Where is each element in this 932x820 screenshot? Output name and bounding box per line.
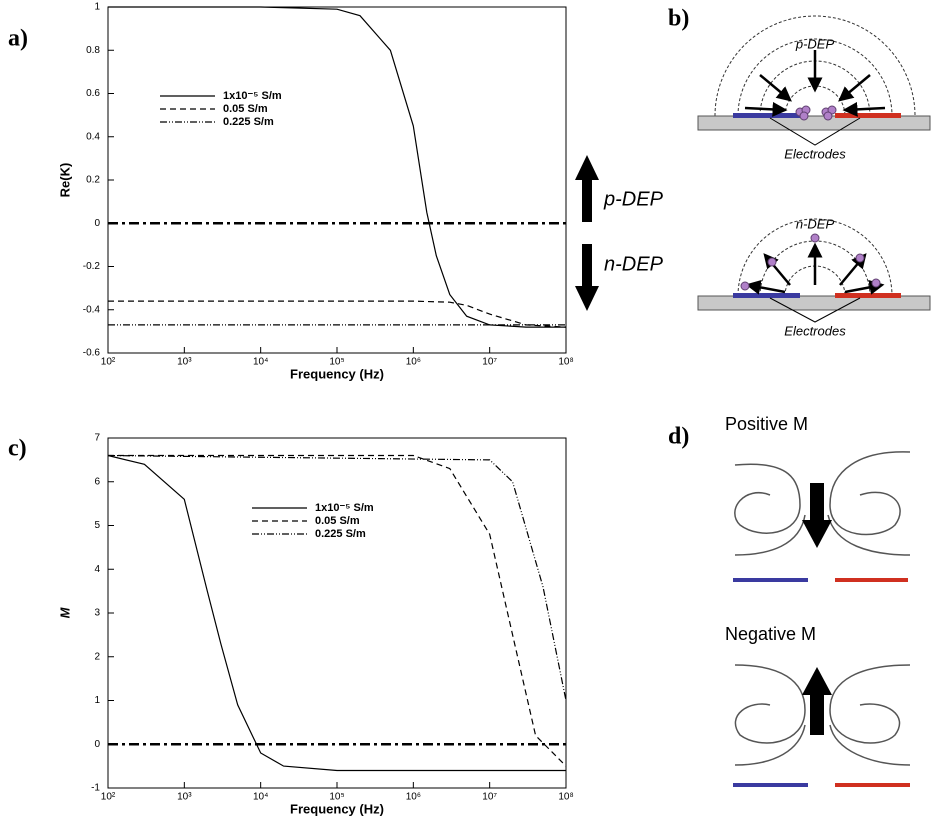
streamlines	[734, 451, 911, 556]
caption: Electrodes	[784, 146, 846, 161]
x-tick-label: 10⁷	[482, 357, 497, 368]
y-tick-label: 1	[94, 695, 100, 706]
diagram-title: p-DEP	[795, 36, 835, 51]
plot-frame	[107, 6, 567, 354]
legend-label: 0.225 S/m	[223, 116, 274, 128]
electrode	[733, 113, 800, 118]
annotation: p-DEP	[603, 188, 664, 210]
x-tick-label: 10²	[101, 357, 116, 368]
y-tick-label: 0.8	[86, 45, 100, 56]
legend-label: 0.225 S/m	[315, 528, 366, 540]
electrode	[733, 293, 800, 298]
dep-arrows	[575, 155, 599, 311]
x-tick-label: 10³	[177, 792, 192, 803]
electrode	[835, 578, 908, 582]
legend-label: 0.05 S/m	[223, 103, 268, 115]
y-tick-label: 4	[94, 564, 100, 575]
plot-frame	[107, 437, 567, 789]
electrode	[835, 293, 901, 298]
x-tick-label: 10³	[177, 357, 192, 368]
diagram-title: Positive M	[725, 414, 808, 434]
panel-label: a)	[8, 26, 28, 52]
y-tick-label: 0.2	[86, 175, 100, 186]
streamlines	[734, 664, 911, 766]
series-line	[108, 300, 567, 328]
x-tick-label: 10⁶	[406, 792, 421, 803]
y-tick-label: 2	[94, 651, 100, 662]
particles	[795, 105, 837, 121]
x-tick-label: 10⁵	[329, 357, 344, 368]
flow-arrow	[802, 520, 832, 548]
series-line	[108, 6, 566, 328]
series-line	[107, 454, 566, 772]
diagram-title: Negative M	[725, 624, 816, 644]
legend-label: 0.05 S/m	[315, 515, 360, 527]
y-tick-label: 3	[94, 608, 100, 619]
y-axis-label: M	[57, 606, 72, 618]
pointer-lines	[769, 297, 861, 323]
flow-arrow	[802, 667, 832, 695]
electrode	[733, 783, 808, 787]
flow-arrow	[810, 483, 824, 523]
y-tick-label: -0.4	[83, 304, 101, 315]
electrode	[733, 578, 808, 582]
y-tick-label: 0	[94, 218, 100, 229]
series-line	[108, 454, 567, 767]
electrode	[835, 783, 910, 787]
y-tick-label: -1	[91, 783, 100, 794]
substrate	[697, 115, 931, 131]
legend-label: 1x10⁻⁵ S/m	[223, 90, 282, 102]
y-tick-label: 5	[94, 520, 100, 531]
x-axis-label: Frequency (Hz)	[290, 801, 384, 816]
y-tick-label: 0	[94, 739, 100, 750]
x-tick-label: 10⁶	[406, 357, 421, 368]
x-axis-label: Frequency (Hz)	[290, 366, 384, 381]
flow-arrow	[810, 690, 824, 735]
x-tick-label: 10⁵	[329, 792, 344, 803]
y-axis-label: Re(K)	[57, 163, 72, 198]
panel-label: c)	[8, 436, 27, 462]
y-tick-label: -0.2	[83, 261, 101, 272]
y-tick-label: 0.4	[86, 131, 100, 142]
x-tick-label: 10⁴	[253, 357, 268, 368]
x-tick-label: 10⁸	[558, 792, 573, 803]
panel-label: d)	[668, 424, 689, 450]
annotation: n-DEP	[604, 253, 664, 275]
series-line	[107, 454, 567, 701]
panel-label: b)	[668, 6, 689, 32]
pointer-lines	[769, 117, 861, 146]
x-tick-label: 10⁴	[253, 792, 268, 803]
substrate	[697, 295, 931, 311]
legend-label: 1x10⁻⁵ S/m	[315, 502, 374, 514]
x-tick-label: 10⁸	[558, 357, 573, 368]
y-tick-label: -0.6	[83, 348, 101, 359]
diagram-title: n-DEP	[796, 216, 835, 231]
y-tick-label: 6	[94, 476, 100, 487]
x-tick-label: 10⁷	[482, 792, 497, 803]
y-tick-label: 0.6	[86, 88, 100, 99]
particles	[740, 233, 881, 291]
y-tick-label: 7	[94, 433, 100, 444]
caption: Electrodes	[784, 323, 846, 338]
electrode	[835, 113, 901, 118]
x-tick-label: 10²	[101, 792, 116, 803]
force-arrows	[745, 242, 885, 295]
force-arrows	[744, 50, 886, 117]
y-tick-label: 1	[94, 2, 100, 13]
